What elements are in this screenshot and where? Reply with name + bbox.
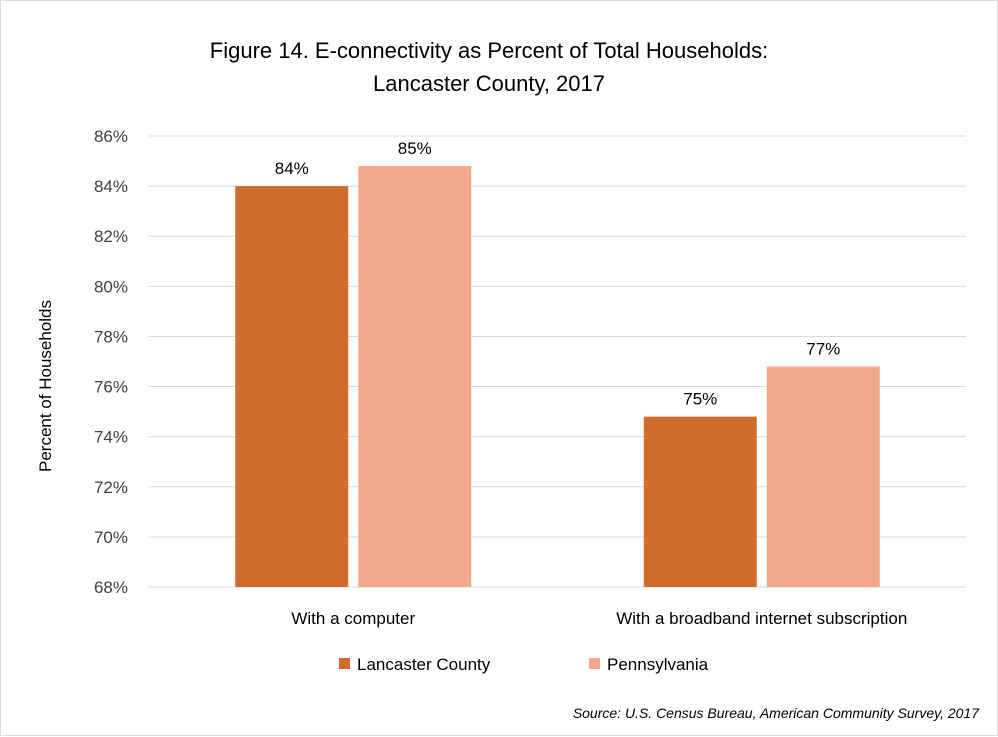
chart-title: Figure 14. E-connectivity as Percent of … <box>210 38 768 63</box>
source-note: Source: U.S. Census Bureau, American Com… <box>573 705 980 721</box>
legend-label: Lancaster County <box>357 655 491 674</box>
bar <box>643 416 757 587</box>
data-label: 85% <box>398 139 432 158</box>
y-tick-label: 82% <box>94 227 128 246</box>
category-labels: With a computer With a broadband internet… <box>291 609 907 628</box>
y-axis-label: Percent of Households <box>36 300 55 472</box>
bar <box>358 166 472 588</box>
y-tick-label: 86% <box>94 127 128 146</box>
y-tick-label: 80% <box>94 277 128 296</box>
y-tick-label: 70% <box>94 528 128 547</box>
y-tick-label: 72% <box>94 478 128 497</box>
legend-swatch <box>589 658 600 669</box>
data-label: 75% <box>683 390 717 409</box>
y-tick-labels: 68% 70% 72% 74% 76% 78% 80% 82% 84% 86% <box>94 127 128 597</box>
category-label: With a broadband internet subscription <box>616 609 907 628</box>
chart-subtitle: Lancaster County, 2017 <box>373 71 605 96</box>
legend-swatch <box>339 658 350 669</box>
data-label: 84% <box>275 159 309 178</box>
category-label: With a computer <box>291 609 415 628</box>
data-label: 77% <box>806 340 840 359</box>
y-tick-label: 76% <box>94 378 128 397</box>
data-labels: 84% 85% 75% 77% <box>275 139 841 409</box>
y-tick-label: 68% <box>94 578 128 597</box>
legend: Lancaster County Pennsylvania <box>339 655 709 674</box>
bar <box>235 186 349 587</box>
y-tick-label: 78% <box>94 327 128 346</box>
legend-label: Pennsylvania <box>607 655 709 674</box>
bars <box>235 166 880 588</box>
bar <box>766 366 880 587</box>
y-tick-label: 84% <box>94 177 128 196</box>
y-tick-label: 74% <box>94 428 128 447</box>
